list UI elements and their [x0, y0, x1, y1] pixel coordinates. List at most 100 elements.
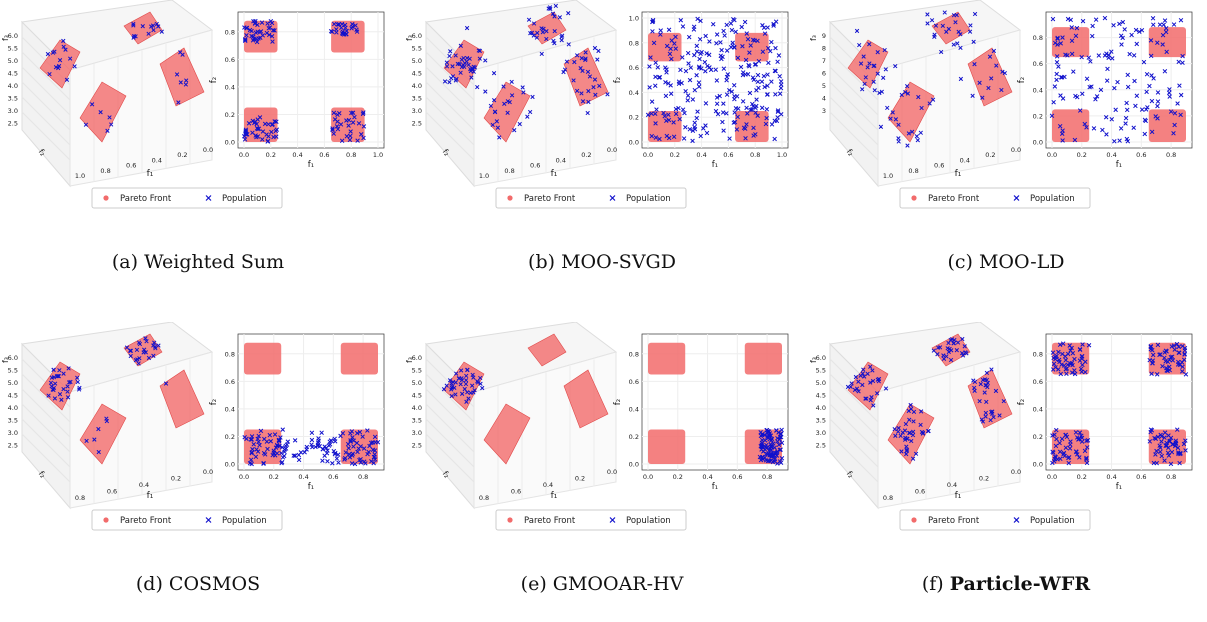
population-point — [683, 125, 688, 130]
population-point — [663, 93, 669, 99]
population-point — [351, 438, 356, 443]
population-point — [1133, 103, 1138, 109]
population-point — [1068, 348, 1073, 353]
population-point — [863, 75, 868, 80]
population-point — [57, 392, 63, 397]
population-point — [692, 120, 698, 126]
population-point — [963, 350, 968, 355]
caption-letter: (a) — [111, 251, 145, 273]
population-point — [1072, 371, 1078, 377]
population-point — [146, 31, 151, 36]
population-point — [1112, 139, 1117, 144]
population-point — [775, 449, 780, 454]
population-point — [724, 92, 730, 97]
population-point — [1134, 93, 1140, 99]
population-point — [968, 23, 973, 28]
population-point — [255, 436, 260, 442]
population-point — [699, 49, 704, 55]
population-point — [501, 84, 506, 89]
z-tick-label: 6.0 — [8, 354, 18, 362]
population-point — [703, 101, 709, 106]
population-legend-label: Population — [626, 194, 671, 204]
population-point — [695, 16, 700, 22]
population-point — [1059, 75, 1065, 80]
population-point — [703, 69, 708, 74]
population-point — [953, 20, 958, 25]
population-point — [1084, 76, 1090, 81]
population-point — [255, 22, 260, 28]
population-point — [105, 128, 110, 133]
population-point — [458, 70, 463, 75]
population-point — [760, 49, 766, 54]
population-point — [64, 77, 70, 82]
population-point — [468, 66, 473, 72]
population-point — [731, 16, 736, 22]
population-point — [475, 379, 480, 384]
population-point — [1180, 60, 1185, 66]
population-point — [1063, 445, 1069, 450]
z-tick-label: 5.0 — [8, 379, 18, 387]
population-point — [694, 73, 699, 78]
x-tick-label: 0.8 — [504, 167, 514, 175]
population-point — [742, 19, 748, 25]
population-point — [1169, 449, 1175, 455]
population-point — [651, 40, 657, 46]
y-tick-label: 0.6 — [225, 56, 235, 64]
population-legend-label: Population — [626, 516, 671, 526]
pareto-legend-marker — [911, 195, 917, 201]
population-point — [1080, 342, 1085, 347]
x-tick-label: 1.0 — [479, 172, 489, 180]
population-point — [656, 75, 662, 80]
population-point — [671, 120, 676, 125]
population-point — [251, 442, 257, 447]
population-point — [721, 66, 727, 71]
population-point — [453, 53, 458, 58]
x-tick-label: 0.6 — [915, 488, 925, 496]
grid-line — [425, 388, 475, 438]
population-point — [902, 428, 908, 433]
legend-box — [91, 509, 283, 531]
population-point — [937, 345, 943, 350]
population-point — [908, 406, 914, 412]
population-point — [587, 74, 593, 79]
population-point — [265, 446, 270, 452]
population-point — [163, 381, 169, 386]
population-point — [896, 122, 901, 127]
population-point — [728, 44, 734, 50]
population-point — [470, 383, 475, 388]
x-tick-label: 0.0 — [1011, 468, 1021, 476]
population-point — [940, 23, 945, 29]
population-point — [754, 88, 759, 93]
population-point — [743, 136, 748, 141]
population-point — [1147, 83, 1152, 89]
population-point — [1155, 103, 1160, 109]
population-point — [732, 93, 737, 99]
population-point — [1094, 94, 1100, 99]
population-point — [725, 72, 731, 77]
caption-method-name: GMOOAR-HV — [552, 573, 684, 595]
x-axis-label: f₁ — [955, 169, 962, 179]
population-point — [259, 20, 265, 25]
population-point — [280, 427, 286, 432]
population-point — [1166, 433, 1171, 438]
x-tick-label: 0.6 — [723, 151, 733, 159]
population-point — [733, 106, 739, 111]
population-point — [1176, 344, 1182, 350]
population-point — [1096, 53, 1102, 58]
population-point — [271, 134, 276, 140]
population-point — [766, 429, 772, 434]
z-tick-label: 6.0 — [816, 354, 826, 362]
population-point — [488, 103, 494, 109]
x-tick-label: 1.0 — [373, 151, 383, 159]
population-point — [752, 62, 758, 67]
population-point — [683, 68, 689, 74]
population-point — [744, 31, 750, 36]
population-point — [1065, 351, 1071, 357]
population-point — [988, 417, 993, 423]
population-point — [694, 49, 700, 54]
y-tick-label: 0.0 — [1033, 139, 1043, 147]
population-point — [714, 101, 720, 106]
population-point — [980, 95, 985, 100]
population-point — [1148, 38, 1154, 43]
population-point — [534, 35, 540, 40]
